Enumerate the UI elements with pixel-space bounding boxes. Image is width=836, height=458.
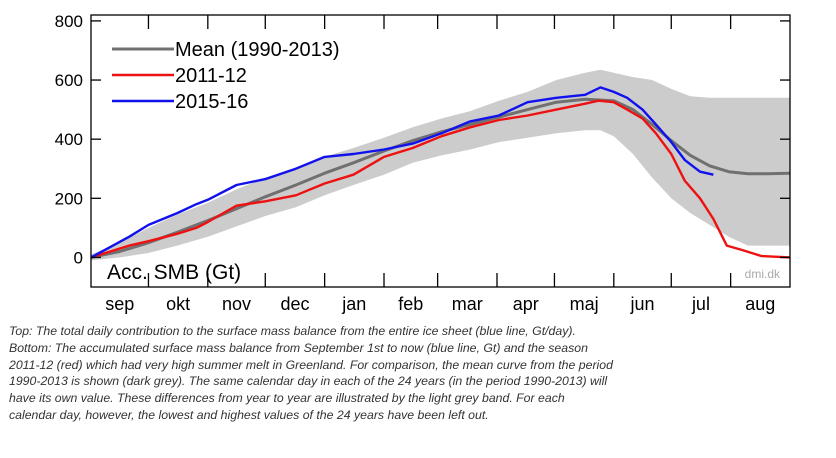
series-line-s2015 — [90, 86, 714, 259]
caption-line: 2011-12 (red) which had very high summer… — [9, 357, 613, 372]
x-tick-label: okt — [166, 294, 190, 314]
x-tick-label: feb — [398, 294, 423, 314]
caption-line: have its own value. These differences fr… — [9, 391, 565, 406]
x-axis: sep okt nov dec jan feb mar apr maj jun jul aug — [105, 15, 775, 314]
legend-label-s2011: 2011-12 — [175, 65, 247, 87]
y-tick-label: 600 — [55, 71, 83, 90]
x-tick-label: jun — [630, 294, 655, 314]
caption-line: 1990-2013 is shown (dark grey). The same… — [9, 374, 608, 389]
plot-frame — [90, 14, 791, 288]
x-tick-label: maj — [570, 294, 599, 314]
x-tick-label: aug — [745, 294, 775, 314]
x-tick-label: mar — [452, 294, 483, 314]
caption-line: Top: The total daily contribution to the… — [9, 324, 576, 338]
x-tick-label: sep — [105, 294, 134, 314]
series-line-s2011 — [90, 99, 791, 259]
variability-band — [91, 69, 790, 261]
x-tick-label: nov — [222, 294, 251, 314]
x-tick-label: jul — [691, 294, 710, 314]
series-layer — [90, 86, 791, 259]
legend-label-s2015: 2015-16 — [175, 91, 248, 113]
x-tick-label: jan — [341, 294, 366, 314]
watermark: dmi.dk — [745, 267, 781, 281]
y-tick-label: 200 — [55, 189, 83, 208]
y-tick-label: 800 — [55, 12, 83, 31]
x-tick-label: dec — [280, 294, 309, 314]
y-tick-label: 0 — [74, 248, 83, 267]
band-layer — [91, 69, 790, 261]
caption: Top: The total daily contribution to the… — [9, 323, 829, 424]
y-axis: 0 200 400 600 800 — [55, 12, 790, 267]
legend: Mean (1990-2013) 2011-12 2015-16 — [112, 39, 340, 113]
x-tick-label: apr — [513, 294, 539, 314]
legend-label-mean: Mean (1990-2013) — [175, 39, 340, 61]
caption-line: calendar day, however, the lowest and hi… — [9, 407, 489, 422]
y-axis-label: Acc. SMB (Gt) — [107, 261, 241, 284]
y-tick-label: 400 — [55, 130, 83, 149]
caption-line: Bottom: The accumulated surface mass bal… — [9, 340, 588, 355]
smb-chart: 0 200 400 600 800 sep okt nov dec jan feb mar apr ma… — [55, 12, 791, 314]
